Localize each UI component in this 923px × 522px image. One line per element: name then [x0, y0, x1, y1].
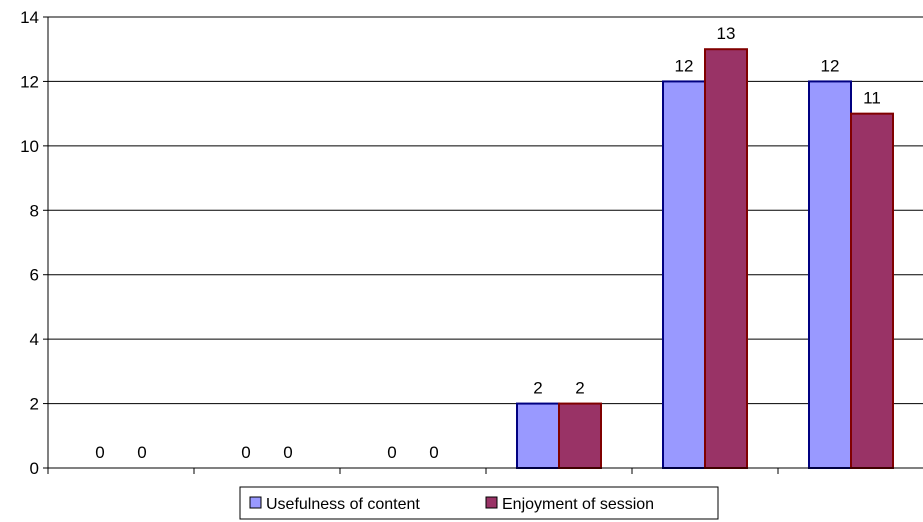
y-tick-label: 12	[20, 72, 39, 91]
data-label: 0	[137, 443, 146, 462]
data-label: 0	[387, 443, 396, 462]
y-axis-tick-labels: 0 2 4 6 8 10 12 14	[20, 8, 39, 478]
data-label: 0	[429, 443, 438, 462]
data-label: 0	[241, 443, 250, 462]
bar	[558, 402, 602, 470]
y-tick-label: 14	[20, 8, 39, 27]
gridlines	[48, 16, 923, 405]
y-tick-label: 6	[30, 266, 39, 285]
bars	[516, 48, 894, 470]
data-label: 13	[717, 24, 736, 43]
y-tick-label: 0	[30, 459, 39, 478]
legend-box	[239, 486, 719, 520]
legend-label: Usefulness of content	[266, 496, 420, 513]
data-label: 0	[283, 443, 292, 462]
data-label: 12	[821, 56, 840, 75]
data-label: 2	[533, 379, 542, 398]
bar	[662, 80, 706, 470]
data-label: 0	[95, 443, 104, 462]
data-label: 11	[863, 89, 881, 108]
data-label: 12	[675, 56, 694, 75]
legend-label: Enjoyment of session	[502, 496, 654, 513]
axes	[43, 16, 923, 474]
bar	[516, 402, 560, 470]
legend-swatch	[485, 496, 498, 509]
y-tick-label: 4	[30, 330, 39, 349]
bar	[704, 48, 748, 469]
bar	[850, 112, 894, 470]
legend: Usefulness of content Enjoyment of sessio…	[239, 486, 719, 520]
y-tick-label: 10	[20, 137, 39, 156]
data-labels: 0 0 0 2 12 12 0 0 0 2 13 11	[95, 24, 881, 462]
bar	[808, 80, 852, 470]
y-tick-label: 2	[30, 395, 39, 414]
data-label: 2	[575, 379, 584, 398]
y-tick-label: 8	[30, 201, 39, 220]
legend-swatch	[249, 496, 262, 509]
